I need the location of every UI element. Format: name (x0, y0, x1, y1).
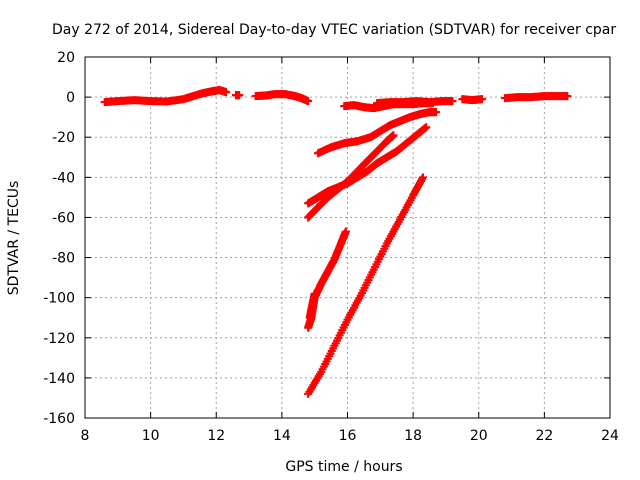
y-tick-label: -20 (52, 130, 75, 146)
y-tick-label: -140 (43, 371, 75, 387)
y-tick-label: -40 (52, 170, 75, 186)
y-tick-label: -80 (52, 251, 75, 267)
data-point (222, 88, 231, 97)
data-point (418, 173, 427, 182)
data-point (310, 289, 319, 298)
grid-lines (85, 57, 610, 418)
y-tick-label: 0 (66, 90, 75, 106)
y-tick-label: -160 (43, 411, 75, 427)
data-point (389, 131, 398, 140)
y-tick-label: -100 (43, 291, 75, 307)
x-tick-label: 20 (470, 428, 488, 444)
y-tick-label: 20 (57, 50, 75, 66)
x-tick-label: 10 (142, 428, 160, 444)
y-axis-label: SDTVAR / TECUs (6, 181, 22, 296)
series-arc-8 (313, 108, 441, 158)
series-arc-2 (231, 91, 244, 100)
x-tick-label: 12 (207, 428, 225, 444)
x-tick-label: 24 (601, 428, 619, 444)
data-point (432, 108, 441, 117)
x-tick-label: 16 (339, 428, 357, 444)
series-arc-13 (304, 173, 427, 398)
series-arc-6 (458, 95, 487, 105)
series-arc-7 (501, 92, 572, 103)
x-axis-label: GPS time / hours (285, 459, 402, 475)
chart-title: Day 272 of 2014, Sidereal Day-to-day VTE… (52, 22, 616, 38)
data-points (100, 86, 572, 398)
y-tick-label: -120 (43, 331, 75, 347)
series-arc-5 (373, 97, 457, 108)
data-point (478, 95, 487, 104)
data-point (563, 92, 572, 101)
x-tick-label: 8 (81, 428, 90, 444)
x-tick-label: 22 (535, 428, 553, 444)
series-arc-1 (100, 86, 231, 107)
data-point (448, 97, 457, 106)
series-arc-3 (251, 90, 313, 106)
data-point (422, 123, 431, 132)
x-tick-label: 14 (273, 428, 291, 444)
series-arc-12 (305, 289, 319, 322)
series-arc-10 (304, 131, 398, 222)
axis-ticks: 8 10 12 14 16 18 20 22 24 -160 -140 -120 -100 -80 -60 -… (43, 50, 619, 444)
x-tick-label: 18 (404, 428, 422, 444)
y-tick-label: -60 (52, 210, 75, 226)
data-point (341, 227, 350, 236)
data-point (235, 91, 244, 100)
data-point (304, 97, 313, 106)
